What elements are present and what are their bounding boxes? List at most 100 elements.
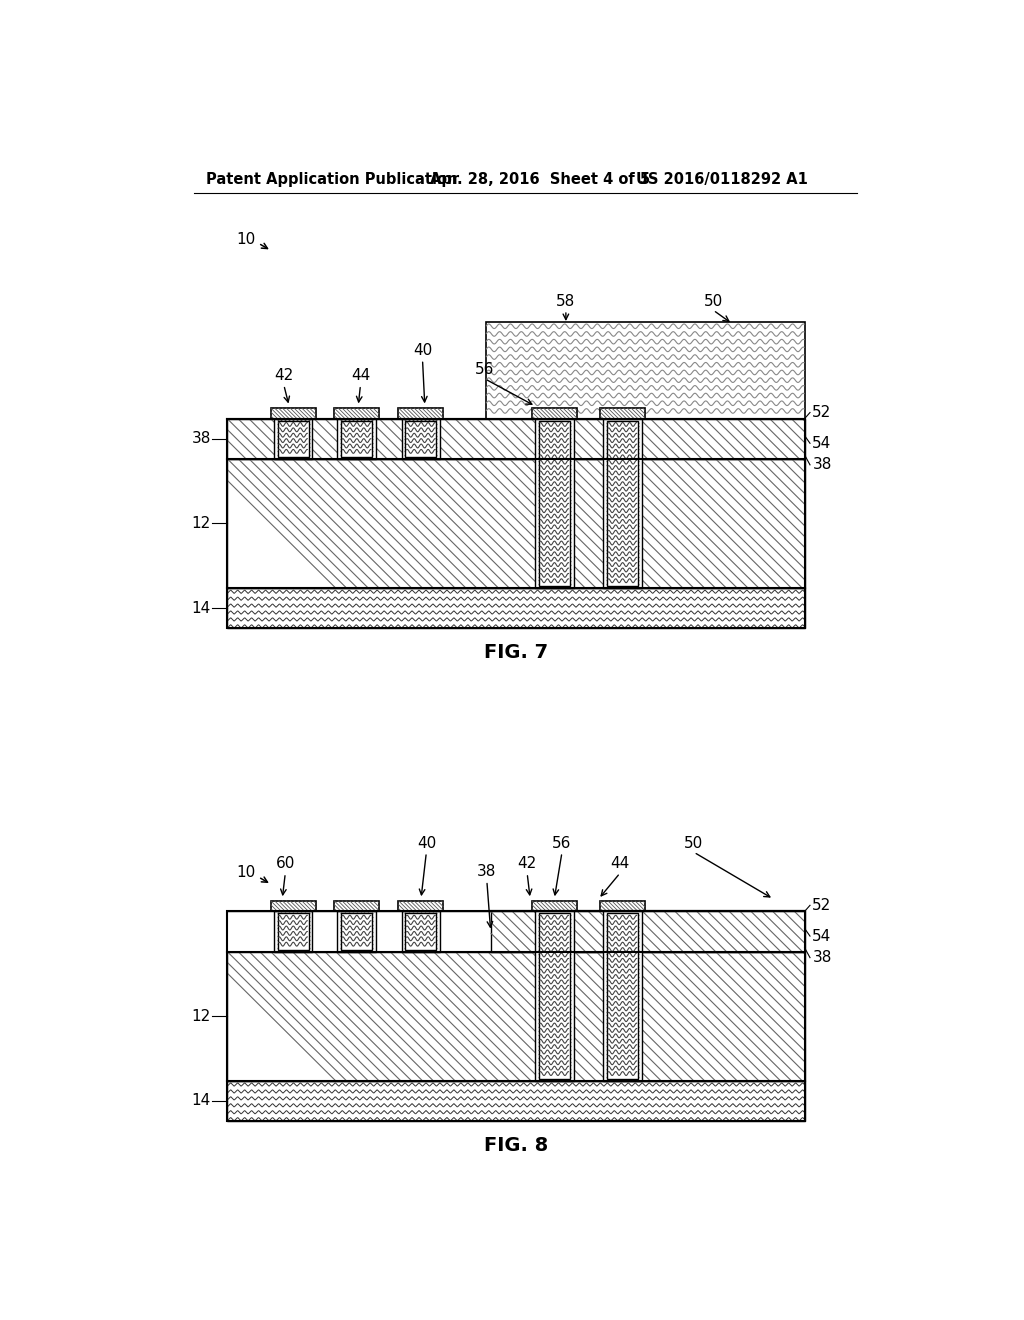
Point: [550, 1055, 566, 1076]
Point: [424, 409, 440, 430]
Point: [542, 997, 558, 1018]
Point: [337, 907, 353, 928]
Point: [554, 436, 570, 457]
Point: [337, 911, 353, 932]
Point: [599, 492, 615, 513]
Text: FIG. 7: FIG. 7: [483, 643, 548, 663]
Point: [530, 940, 547, 961]
Point: [421, 425, 437, 446]
Point: [622, 428, 638, 449]
Point: [348, 413, 365, 434]
Point: [413, 441, 429, 462]
Point: [530, 566, 547, 587]
Point: [610, 543, 627, 564]
Point: [530, 454, 547, 475]
Point: [603, 524, 620, 545]
Point: [606, 432, 623, 453]
Point: [530, 550, 547, 572]
Point: [337, 929, 353, 950]
Point: [626, 1059, 642, 1080]
Point: [606, 570, 623, 591]
Point: [610, 928, 627, 949]
Point: [558, 496, 574, 517]
Point: [630, 550, 646, 572]
Point: [614, 1043, 631, 1064]
Point: [603, 570, 620, 591]
Point: [558, 997, 574, 1018]
Point: [539, 1059, 555, 1080]
Point: [550, 516, 566, 537]
Point: [561, 535, 578, 556]
Point: [630, 1036, 646, 1057]
Point: [614, 446, 631, 467]
Point: [546, 993, 562, 1014]
Point: [626, 543, 642, 564]
Point: [606, 904, 623, 925]
Point: [300, 929, 316, 950]
Point: [561, 1012, 578, 1034]
Point: [622, 1012, 638, 1034]
Point: [622, 486, 638, 507]
Point: [530, 954, 547, 975]
Point: [614, 958, 631, 979]
Point: [530, 970, 547, 991]
Point: [539, 570, 555, 591]
Point: [273, 903, 290, 924]
Point: [603, 932, 620, 953]
Point: [603, 1063, 620, 1084]
Point: [622, 420, 638, 441]
Point: [561, 948, 578, 969]
Point: [622, 962, 638, 983]
Point: [539, 908, 555, 929]
Point: [599, 570, 615, 591]
Point: [554, 562, 570, 583]
Point: [285, 903, 301, 924]
Point: [542, 1001, 558, 1022]
Point: [352, 413, 369, 434]
Point: [360, 433, 377, 454]
Point: [599, 532, 615, 553]
Point: [561, 932, 578, 953]
Point: [539, 1036, 555, 1057]
Point: [539, 446, 555, 467]
Point: [539, 1005, 555, 1026]
Point: [610, 944, 627, 965]
Point: [413, 921, 429, 942]
Point: [397, 445, 414, 466]
Point: [550, 974, 566, 995]
Point: [554, 482, 570, 503]
Point: [530, 908, 547, 929]
Point: [618, 940, 635, 961]
Point: [293, 429, 309, 450]
Point: [285, 907, 301, 928]
Point: [558, 993, 574, 1014]
Point: [409, 929, 425, 950]
Point: [542, 458, 558, 479]
Point: [539, 574, 555, 595]
Point: [542, 928, 558, 949]
Point: [610, 993, 627, 1014]
Point: [622, 1067, 638, 1088]
Point: [618, 1001, 635, 1022]
Point: [558, 1036, 574, 1057]
Point: [561, 1020, 578, 1041]
Point: [606, 450, 623, 471]
Point: [622, 458, 638, 479]
Point: [344, 911, 360, 932]
Point: [550, 908, 566, 929]
Point: [630, 928, 646, 949]
Point: [554, 958, 570, 979]
Point: [300, 417, 316, 438]
Point: [599, 1067, 615, 1088]
Point: [530, 958, 547, 979]
Point: [406, 425, 422, 446]
Point: [281, 413, 297, 434]
Point: [606, 504, 623, 525]
Point: [293, 445, 309, 466]
Bar: [273, 911, 312, 952]
Point: [603, 982, 620, 1003]
Point: [297, 441, 313, 462]
Point: [561, 462, 578, 483]
Bar: [227, 1081, 805, 1121]
Point: [610, 1067, 627, 1088]
